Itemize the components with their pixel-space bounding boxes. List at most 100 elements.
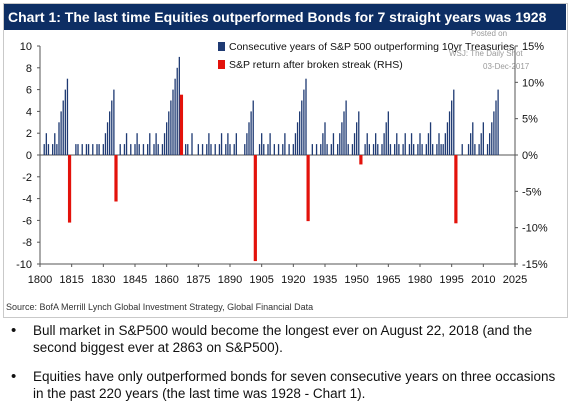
streak-bar [351,144,354,155]
y2-tick-label: 15% [522,41,544,53]
streak-bar [47,144,50,155]
streak-bar [368,144,370,155]
streak-bar [210,144,212,155]
streak-bar [486,144,489,155]
x-tick-label: 1950 [344,274,368,286]
x-tick-label: 1935 [313,274,337,286]
bullet-item: • Bull market in S&P500 would become the… [8,322,563,356]
streak-bar [440,144,442,155]
streak-bar [396,133,398,155]
y2-tick-label: -15% [522,259,548,271]
streak-bar [292,144,294,155]
y2-tick-label: 10% [522,77,544,89]
streak-bar [493,111,495,155]
bullet-text: Bull market in S&P500 would become the l… [33,323,533,355]
streak-bar [75,144,77,155]
streak-bar [353,133,356,155]
streak-bar [218,144,221,155]
streak-bar [442,144,444,155]
y-tick-label: 10 [20,41,32,53]
x-tick-label: 1980 [408,274,432,286]
streak-bar [273,144,275,155]
streak-bar [294,133,297,155]
x-tick-label: 1965 [376,274,400,286]
streak-bar [372,144,375,155]
streak-bar [123,144,126,155]
y-tick-label: -10 [16,259,32,271]
streak-bar [436,144,438,155]
streak-bar [225,144,227,155]
streak-bar [491,122,493,155]
bullet-item: • Equities have only outperformed bonds … [8,368,563,402]
streak-bar [345,100,347,155]
streak-bar [419,133,421,155]
streak-bar [134,144,136,155]
y-tick-label: 0 [26,150,32,162]
streak-bar [267,144,269,155]
streak-bar [81,144,83,155]
x-tick-label: 2025 [503,274,527,286]
y2-tick-label: -10% [522,223,548,235]
streak-bar [301,100,303,155]
streak-bar [311,144,313,155]
streak-bar [125,133,128,155]
x-tick-label: 1890 [218,274,242,286]
x-tick-label: 1995 [439,274,463,286]
streak-bar [113,89,115,155]
legend-swatch-streak [218,42,225,51]
return-bar [306,155,310,222]
streak-bar [176,67,178,155]
streak-bar [96,144,98,155]
streak-bar [102,144,104,155]
streak-bar [410,133,413,155]
watermark-posted-on: Posted on [471,29,508,38]
return-bar [253,155,257,262]
x-tick-label: 1815 [59,274,83,286]
streak-bar [252,100,254,155]
streak-bar [206,144,208,155]
streak-bar [341,122,343,155]
streak-bar [495,100,497,155]
x-tick-label: 1860 [154,274,178,286]
streak-bar [387,111,389,155]
streak-bar [402,144,404,155]
watermark-date: 03-Dec-2017 [483,62,530,71]
x-tick-label: 1800 [28,274,52,286]
streak-bar [235,133,237,155]
y-tick-label: -8 [22,237,32,249]
streak-bar [64,89,66,155]
streak-bar [358,111,360,155]
streak-bar [157,144,159,155]
streak-bar [425,144,427,155]
streak-bar [470,133,472,155]
streak-bar [208,133,210,155]
streak-bar [497,89,499,155]
streak-bar [408,144,411,155]
x-tick-label: 1830 [91,274,115,286]
y-tick-label: 2 [26,128,32,140]
streak-bar [377,144,379,155]
streak-bar [326,144,328,155]
streak-bar [438,133,440,155]
streak-bar [303,89,305,155]
streak-bar [277,144,280,155]
streak-bar [296,122,299,155]
y-tick-label: 6 [26,85,32,97]
y-tick-label: 8 [26,63,32,75]
streak-bar [119,144,121,155]
streak-bar [147,144,149,155]
streak-bar [315,144,318,155]
streak-bar [398,144,400,155]
streak-bar [248,122,250,155]
watermark-source: WSJ: The Daily Shot [449,49,523,58]
streak-bar [201,144,204,155]
streak-bar [389,144,392,155]
bullet-dot-icon: • [11,322,17,339]
bullet-text: Equities have only outperformed bonds fo… [33,369,556,401]
streak-bar [366,133,368,155]
streak-bar [451,100,453,155]
streak-bar [111,100,113,155]
streak-bar [421,144,423,155]
streak-bar [480,133,482,155]
return-bar [179,94,184,155]
